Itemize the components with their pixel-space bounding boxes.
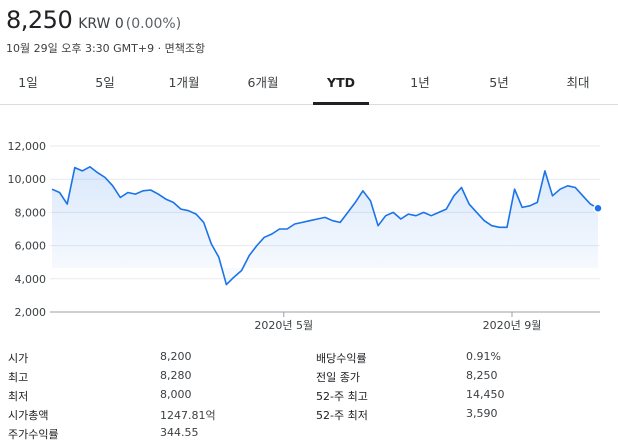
active-tab-indicator — [313, 102, 369, 105]
stat-value-dividend-yield: 0.91% — [466, 350, 501, 363]
range-tabs: 1일 5일 1개월 6개월 YTD 1년 5년 최대 — [0, 66, 618, 105]
stat-row: 주가수익률 344.55 — [0, 426, 618, 444]
price-timestamp: 10월 29일 오후 3:30 GMT+9 · 면책조항 — [6, 42, 206, 55]
stat-row: 시가총액 1247.81억 52-주 최저 3,590 — [0, 407, 618, 425]
tab-label: YTD — [327, 75, 355, 90]
stat-label-open: 시가 — [8, 352, 29, 365]
tab-label: 최대 — [566, 75, 590, 90]
y-tick-label: 2,000 — [15, 306, 47, 319]
stat-value-open: 8,200 — [160, 350, 192, 363]
y-tick-label: 4,000 — [15, 273, 47, 286]
price-area — [52, 166, 598, 285]
tab-5d[interactable]: 5일 — [95, 66, 114, 104]
y-tick-label: 12,000 — [8, 140, 47, 153]
tab-ytd[interactable]: YTD — [313, 66, 369, 105]
y-tick-label: 6,000 — [15, 240, 47, 253]
tab-label: 1년 — [410, 75, 430, 90]
tab-6m[interactable]: 6개월 — [248, 66, 279, 104]
x-tick-label: 2020년 9월 — [483, 319, 542, 332]
tab-label: 6개월 — [247, 75, 279, 90]
tab-label: 5일 — [95, 75, 115, 90]
stat-label-dividend-yield: 배당수익률 — [316, 352, 367, 365]
currency-change: KRW 0 — [78, 16, 124, 32]
stat-row: 시가 8,200 배당수익률 0.91% — [0, 350, 618, 368]
stat-value-52w-high: 14,450 — [466, 388, 505, 401]
stat-label-low: 최저 — [8, 390, 29, 403]
stat-value-pe-ratio: 344.55 — [160, 426, 199, 439]
price-line — [51, 166, 599, 286]
y-tick-label: 8,000 — [15, 206, 47, 219]
tab-label: 1개월 — [168, 75, 200, 90]
last-price-dot — [593, 203, 603, 213]
tab-1y[interactable]: 1년 — [410, 66, 429, 104]
stat-label-prev-close: 전일 종가 — [316, 371, 360, 384]
stat-value-52w-low: 3,590 — [466, 407, 498, 420]
y-tick-label: 10,000 — [8, 173, 47, 186]
tab-label: 5년 — [489, 75, 509, 90]
stat-value-prev-close: 8,250 — [466, 369, 498, 382]
tab-5y[interactable]: 5년 — [489, 66, 508, 104]
tab-1m[interactable]: 1개월 — [169, 66, 200, 104]
stat-row: 최저 8,000 52-주 최고 14,450 — [0, 388, 618, 406]
stat-label-pe-ratio: 주가수익률 — [8, 428, 59, 441]
price-header: 8,250 KRW 0 (0.00%) — [6, 6, 181, 34]
price-chart-svg: 12,000 10,000 8,000 6,000 4,000 2,000 2020년 5월… — [8, 140, 603, 332]
current-price: 8,250 — [6, 6, 73, 34]
change-percent: (0.00%) — [125, 16, 182, 32]
stat-value-market-cap: 1247.81억 — [160, 409, 216, 422]
stat-value-low: 8,000 — [160, 388, 192, 401]
tab-1d[interactable]: 1일 — [18, 66, 37, 104]
stat-label-52w-high: 52-주 최고 — [316, 390, 368, 403]
tab-max[interactable]: 최대 — [566, 66, 589, 104]
tab-label: 1일 — [18, 75, 38, 90]
price-chart[interactable]: 12,000 10,000 8,000 6,000 4,000 2,000 2020년 5월… — [0, 134, 618, 344]
x-tick-label: 2020년 5월 — [254, 319, 313, 332]
stat-row: 최고 8,280 전일 종가 8,250 — [0, 369, 618, 387]
stat-label-market-cap: 시가총액 — [8, 409, 49, 422]
stat-label-high: 최고 — [8, 371, 29, 384]
stat-value-high: 8,280 — [160, 369, 192, 382]
stat-label-52w-low: 52-주 최저 — [316, 409, 368, 422]
